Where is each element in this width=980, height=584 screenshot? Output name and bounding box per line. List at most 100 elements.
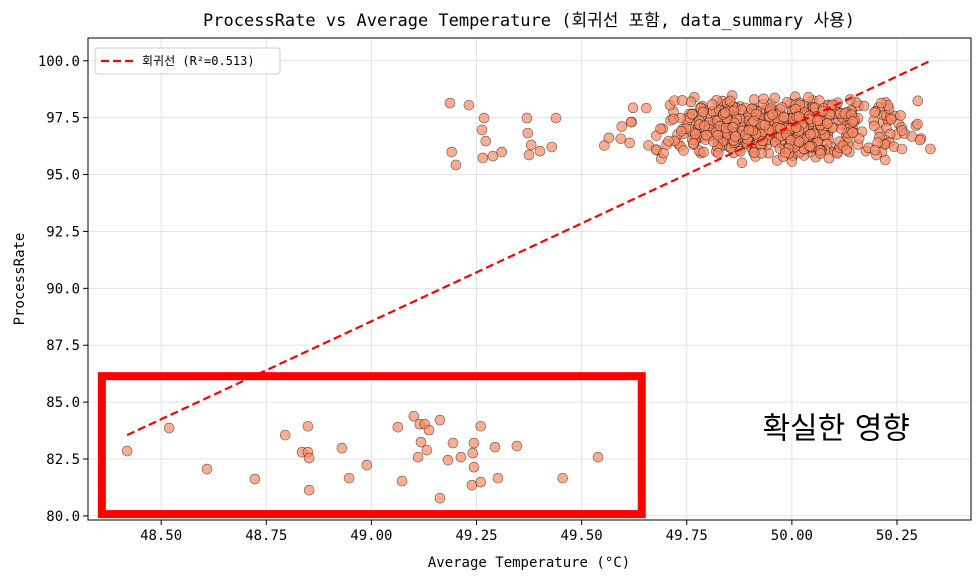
data-point	[361, 459, 373, 471]
data-point	[446, 146, 458, 158]
data-point	[302, 420, 314, 432]
data-point	[743, 124, 755, 136]
data-point	[467, 447, 479, 459]
data-point	[713, 147, 724, 159]
data-point	[249, 473, 261, 485]
data-point	[847, 127, 858, 138]
data-point	[841, 144, 852, 156]
data-point	[724, 95, 736, 107]
data-point	[712, 130, 724, 141]
data-point	[455, 451, 467, 463]
data-point	[895, 110, 906, 121]
data-point	[476, 124, 488, 136]
data-point	[478, 112, 490, 124]
x-tick-label: 49.50	[561, 528, 603, 544]
data-point	[804, 141, 816, 152]
data-point	[477, 152, 489, 164]
data-point	[444, 97, 456, 109]
data-point	[463, 99, 475, 111]
data-point	[758, 93, 769, 105]
data-point	[655, 123, 666, 135]
data-point	[793, 136, 805, 148]
data-point	[616, 121, 628, 132]
data-point	[885, 113, 897, 125]
data-point	[121, 445, 133, 457]
data-point	[914, 134, 926, 146]
data-point	[869, 107, 880, 118]
y-tick-label: 82.5	[46, 452, 80, 468]
y-tick-label: 85.0	[46, 395, 80, 411]
x-axis-ticks: 48.50 48.75 49.00 49.25 49.50 49.75 50.00 50.25	[140, 520, 918, 544]
legend: 회귀선 (R²=0.513)	[94, 47, 281, 75]
data-point	[546, 141, 558, 153]
data-point	[303, 484, 315, 496]
data-point	[780, 147, 791, 158]
data-point	[685, 96, 697, 108]
data-point	[912, 118, 923, 130]
data-point	[727, 121, 739, 133]
data-point	[468, 437, 480, 449]
data-point	[778, 111, 790, 123]
data-point	[466, 479, 478, 491]
data-point	[592, 451, 604, 463]
data-point	[434, 492, 446, 504]
data-point	[492, 472, 504, 484]
data-point	[603, 132, 615, 144]
data-point	[805, 128, 816, 140]
chart-title: ProcessRate vs Average Temperature (회귀선 …	[203, 11, 855, 31]
x-tick-label: 49.00	[350, 528, 392, 544]
data-point	[912, 95, 924, 107]
data-point	[869, 144, 881, 156]
data-point	[748, 147, 760, 158]
data-point	[392, 421, 404, 433]
data-point	[875, 97, 887, 109]
data-point	[468, 461, 480, 473]
data-point	[475, 420, 487, 432]
data-point	[163, 422, 175, 434]
legend-label: 회귀선 (R²=0.513)	[142, 54, 255, 68]
data-point	[525, 139, 537, 151]
data-point	[627, 102, 639, 114]
data-point	[450, 159, 462, 171]
data-point	[496, 146, 508, 158]
data-point	[678, 145, 689, 156]
x-tick-label: 50.00	[771, 528, 813, 544]
data-point	[699, 120, 710, 132]
x-tick-label: 48.50	[140, 528, 182, 544]
data-point	[748, 115, 760, 127]
data-point	[521, 112, 533, 124]
plot-frame	[87, 37, 972, 521]
data-point	[817, 105, 828, 117]
data-point	[475, 476, 487, 488]
data-point	[434, 414, 446, 426]
data-point	[415, 436, 427, 448]
x-tick-label: 48.75	[245, 528, 287, 544]
y-axis-ticks: 80.0 82.5 85.0 87.5 90.0 92.5 95.0 97.5 100.0	[38, 54, 88, 525]
data-point	[396, 475, 408, 487]
data-point	[408, 410, 420, 422]
annotation-text: 확실한 영향	[762, 412, 910, 447]
data-point	[822, 118, 833, 129]
data-point	[803, 92, 814, 103]
highlight-box	[97, 372, 646, 519]
y-tick-label: 90.0	[46, 281, 80, 297]
data-point	[442, 454, 454, 466]
data-point	[663, 135, 674, 147]
data-point	[423, 424, 435, 436]
y-tick-label: 87.5	[46, 338, 80, 354]
data-point	[925, 143, 936, 155]
data-point	[412, 451, 424, 463]
data-point	[641, 102, 652, 114]
data-point	[447, 437, 459, 449]
x-tick-label: 50.25	[876, 528, 918, 544]
x-axis-label: Average Temperature (°C)	[428, 555, 630, 571]
data-point	[688, 138, 699, 149]
data-point	[793, 111, 805, 122]
data-point	[728, 105, 740, 117]
data-point	[534, 145, 546, 157]
data-point	[522, 127, 534, 139]
legend-frame	[94, 47, 281, 75]
data-point	[279, 429, 291, 441]
data-point	[487, 150, 499, 162]
